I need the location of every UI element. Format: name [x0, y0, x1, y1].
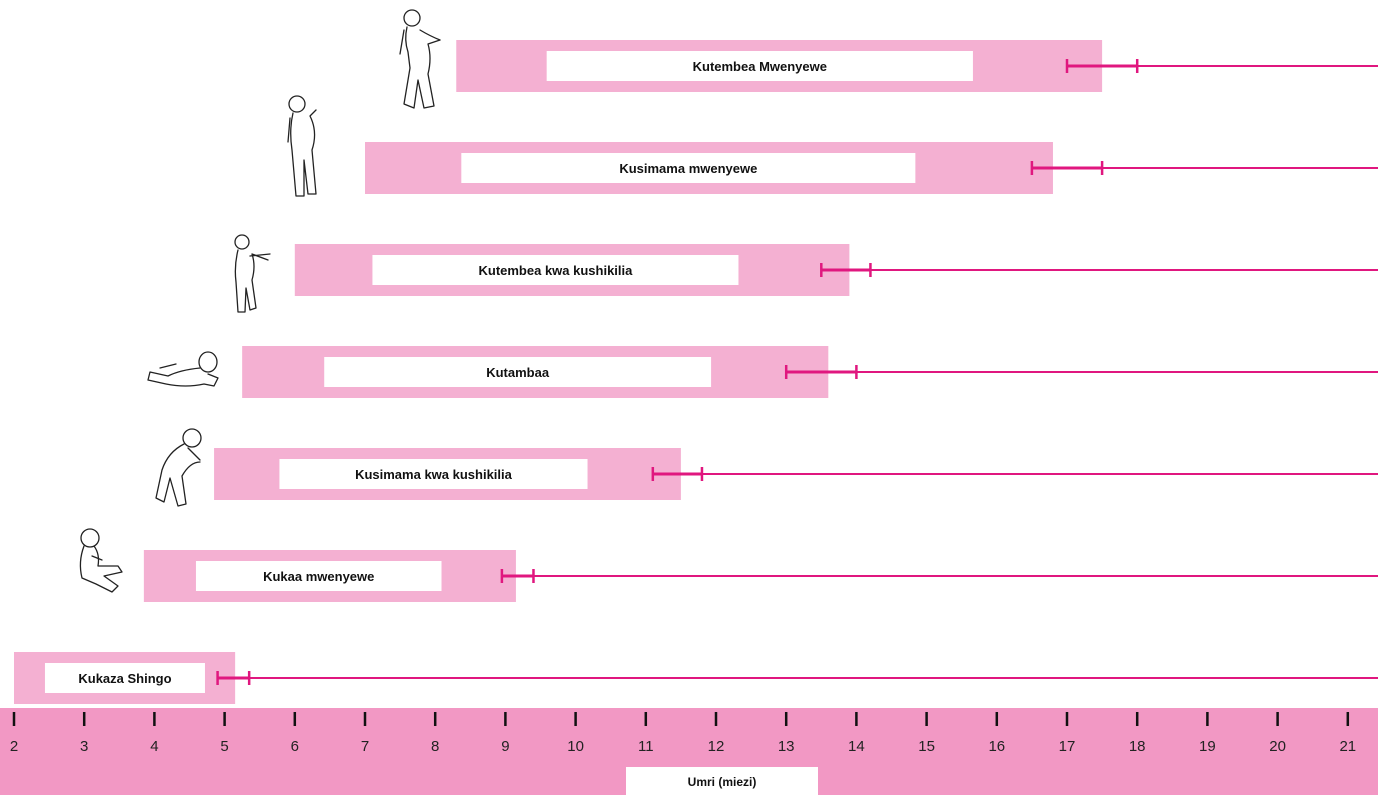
- milestone-icons: [79, 9, 441, 593]
- x-tick-label: 21: [1339, 738, 1356, 755]
- milestone-row: Kukaza Shingo: [14, 652, 1378, 704]
- x-axis-title: Umri (miezi): [688, 775, 757, 789]
- x-tick-label: 17: [1059, 738, 1076, 755]
- milestone-label-box: [195, 561, 442, 591]
- x-tick-label: 8: [431, 738, 439, 755]
- x-tick-label: 15: [918, 738, 935, 755]
- x-tick-label: 7: [361, 738, 369, 755]
- x-tick-label: 19: [1199, 738, 1216, 755]
- x-tick-label: 11: [638, 738, 654, 755]
- baby-standing-icon: [287, 95, 317, 197]
- milestone-label-box: [461, 153, 916, 183]
- baby-pulling-up-icon: [155, 428, 202, 507]
- x-tick-label: 18: [1129, 738, 1146, 755]
- milestone-label: Kusimama mwenyewe: [619, 161, 757, 176]
- x-tick-label: 12: [708, 738, 725, 755]
- baby-crawling-icon: [147, 351, 219, 387]
- milestone-label: Kutambaa: [486, 365, 550, 380]
- baby-walking-icon: [399, 9, 441, 109]
- baby-cruising-icon: [234, 234, 271, 313]
- x-tick-label: 16: [988, 738, 1005, 755]
- milestone-row: Kutembea Mwenyewe: [456, 40, 1378, 92]
- x-tick-label: 3: [80, 738, 88, 755]
- milestone-label-box: [372, 255, 739, 285]
- milestone-bars: Kutembea Mwenyewe Kusimama mwenyewe Kutemb…: [14, 40, 1378, 704]
- x-tick-label: 2: [10, 738, 18, 755]
- x-axis: 2 3 4 5 6 7 8 9 10 11 12 13 14 15 16 17 18 19 20 21 Umri (m…: [0, 708, 1378, 795]
- x-tick-label: 10: [567, 738, 584, 755]
- milestone-row: Kusimama kwa kushikilia: [214, 448, 1378, 500]
- milestone-label: Kukaa mwenyewe: [263, 569, 374, 584]
- milestone-row: Kutembea kwa kushikilia: [294, 244, 1378, 296]
- milestone-label: Kutembea Mwenyewe: [693, 59, 827, 74]
- milestone-label: Kutembea kwa kushikilia: [478, 263, 633, 278]
- x-tick-label: 5: [220, 738, 228, 755]
- milestone-label: Kukaza Shingo: [78, 671, 171, 686]
- x-axis-ticks: 2 3 4 5 6 7 8 9 10 11 12 13 14 15 16 17 18 19 20 21: [10, 712, 1356, 755]
- milestone-label-box: [44, 663, 205, 693]
- x-tick-label: 4: [150, 738, 158, 755]
- milestone-row: Kusimama mwenyewe: [365, 142, 1378, 194]
- x-tick-label: 14: [848, 738, 865, 755]
- milestone-label-box: [279, 459, 588, 489]
- axis-title-box: [626, 767, 818, 795]
- x-tick-label: 9: [501, 738, 509, 755]
- milestone-label: Kusimama kwa kushikilia: [355, 467, 513, 482]
- x-tick-label: 6: [291, 738, 299, 755]
- x-tick-label: 13: [778, 738, 795, 755]
- milestone-row: Kukaa mwenyewe: [143, 550, 1378, 602]
- x-tick-label: 20: [1269, 738, 1286, 755]
- baby-sitting-icon: [79, 528, 123, 593]
- milestone-label-box: [546, 51, 973, 81]
- milestone-label-box: [324, 357, 712, 387]
- milestone-row: Kutambaa: [242, 346, 1378, 398]
